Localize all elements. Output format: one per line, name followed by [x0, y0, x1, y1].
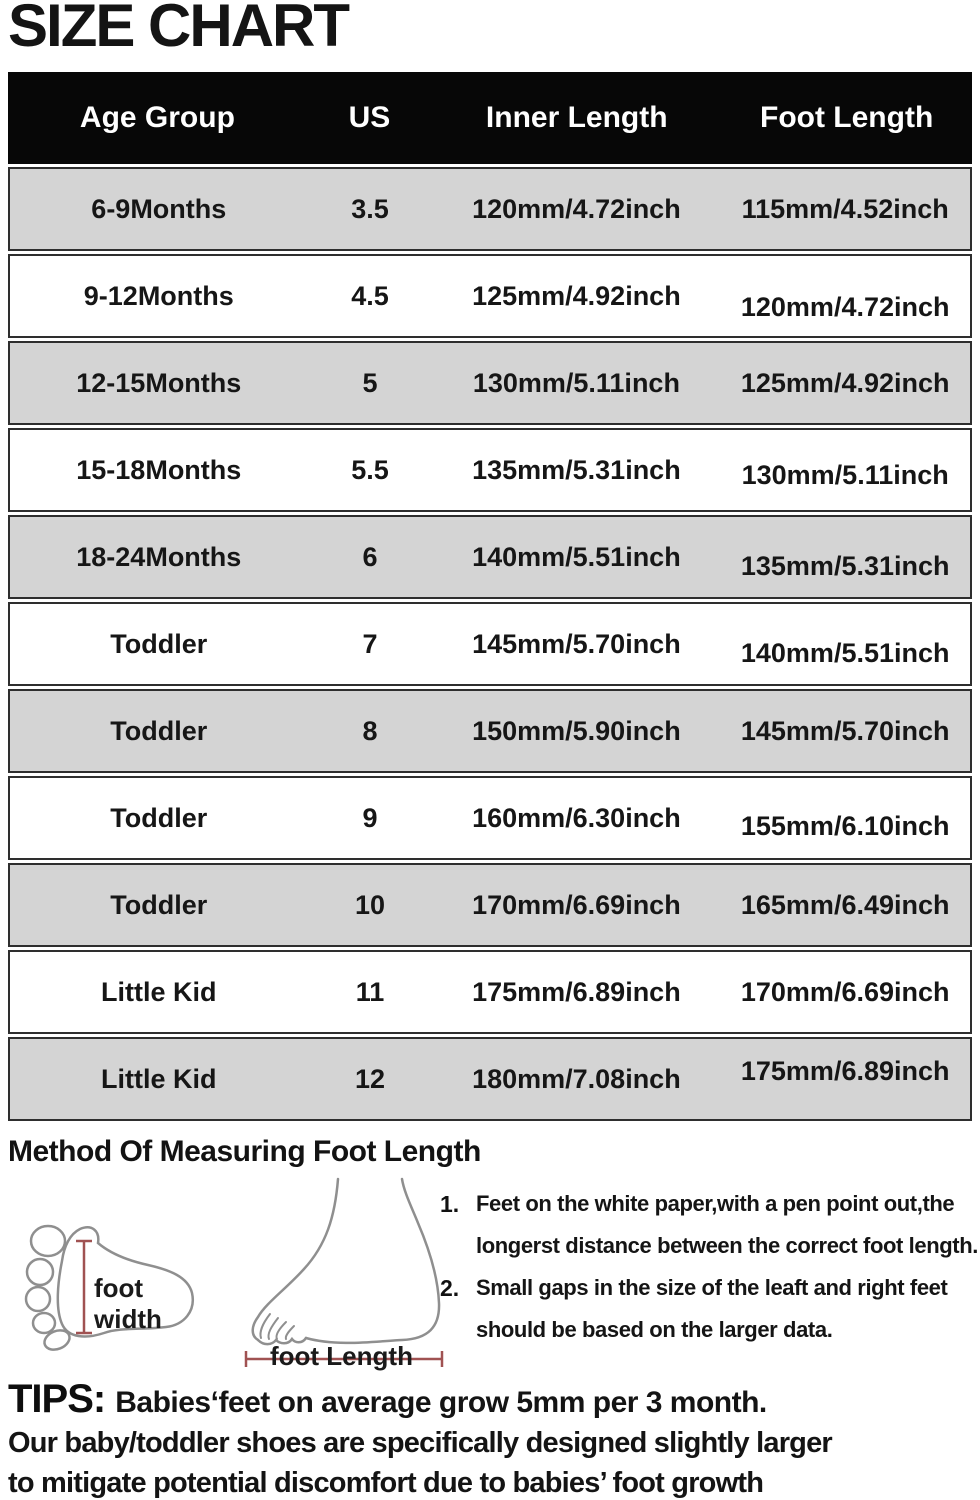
instruction-item-1: 1. Feet on the white paper,with a pen po… [440, 1183, 980, 1267]
age-group-cell: Toddler [110, 628, 208, 659]
us-size-cell: 9 [362, 802, 378, 833]
table-row: Toddler 9 160mm/6.30inch 155mm/6.10inch [8, 776, 972, 860]
us-size-cell: 10 [354, 889, 386, 920]
inner-length-cell: 170mm/6.69inch [472, 889, 681, 920]
table-row: 6-9Months 3.5 120mm/4.72inch 115mm/4.52i… [8, 167, 972, 251]
instruction-number: 2. [440, 1275, 460, 1301]
foot-length-cell: 135mm/5.31inch [740, 550, 950, 581]
page-title: SIZE CHART [8, 0, 350, 59]
age-group-cell: Toddler [110, 889, 208, 920]
toe-hatching [259, 1313, 295, 1340]
inner-length-cell: 140mm/5.51inch [472, 541, 681, 572]
foot-length-cell: 125mm/4.92inch [740, 367, 950, 398]
inner-length-cell: 135mm/5.31inch [472, 454, 681, 485]
table-row: Little Kid 12 180mm/7.08inch 175mm/6.89i… [8, 1037, 972, 1121]
tips-line-1: Babies‘feet on average grow 5mm per 3 mo… [115, 1386, 767, 1419]
method-heading: Method Of Measuring Foot Length [8, 1135, 481, 1168]
inner-length-cell: 125mm/4.92inch [472, 280, 681, 311]
age-group-cell: 6-9Months [91, 193, 227, 224]
foot-length-cell: 155mm/6.10inch [740, 810, 950, 841]
tips-line-3: to mitigate potential discomfort due to … [8, 1467, 764, 1499]
inner-length-cell: 175mm/6.89inch [472, 976, 681, 1007]
age-group-cell: 9-12Months [83, 280, 234, 311]
instruction-number: 1. [440, 1191, 460, 1217]
table-row: 18-24Months 6 140mm/5.51inch 135mm/5.31i… [8, 515, 972, 599]
instruction-text: Small gaps in the size of the leaft and … [476, 1275, 948, 1300]
size-table-header: Age Group US Inner Length Foot Length [8, 72, 972, 164]
us-size-cell: 11 [355, 976, 385, 1007]
inner-length-cell: 120mm/4.72inch [472, 193, 681, 224]
age-group-cell: Little Kid [101, 1063, 217, 1094]
age-group-cell: 15-18Months [76, 454, 242, 485]
table-row: 9-12Months 4.5 125mm/4.92inch 120mm/4.72… [8, 254, 972, 338]
measuring-section: foot width foot Length [8, 1175, 978, 1375]
footprint-icon [24, 1224, 195, 1351]
inner-length-cell: 145mm/5.70inch [472, 628, 681, 659]
inner-length-cell: 130mm/5.11inch [472, 367, 680, 398]
table-row: Little Kid 11 175mm/6.89inch 170mm/6.69i… [8, 950, 972, 1034]
inner-length-cell: 180mm/7.08inch [472, 1063, 681, 1094]
foot-length-label: foot Length [270, 1341, 413, 1371]
age-group-cell: Toddler [110, 802, 208, 833]
table-row: Toddler 10 170mm/6.69inch 165mm/6.49inch [8, 863, 972, 947]
foot-length-cell: 170mm/6.69inch [740, 976, 950, 1007]
age-group-cell: Toddler [110, 715, 208, 746]
instruction-text: longerst distance between the correct fo… [476, 1233, 978, 1258]
us-size-cell: 4.5 [351, 280, 389, 311]
foot-width-label: foot width [94, 1273, 162, 1334]
us-size-cell: 12 [354, 1063, 386, 1094]
instruction-text: Feet on the white paper,with a pen point… [476, 1191, 955, 1216]
table-row: Toddler 7 145mm/5.70inch 140mm/5.51inch [8, 602, 972, 686]
age-group-cell: Little Kid [101, 976, 217, 1007]
instruction-item-2: 2. Small gaps in the size of the leaft a… [440, 1267, 980, 1351]
foot-length-cell: 130mm/5.11inch [741, 459, 949, 490]
size-table-body: 6-9Months 3.5 120mm/4.72inch 115mm/4.52i… [8, 167, 972, 1121]
us-size-cell: 6 [362, 541, 378, 572]
column-header-foot-length: Foot Length [760, 101, 934, 134]
foot-width-measure-line [76, 1239, 92, 1335]
footprint-diagram: foot width [18, 1221, 210, 1355]
column-header-us: US [348, 101, 391, 134]
us-size-cell: 8 [362, 715, 378, 746]
tips-section: TIPS: Babies‘feet on average grow 5mm pe… [8, 1379, 972, 1500]
foot-length-cell: 175mm/6.89inch [740, 1055, 950, 1086]
us-size-cell: 5 [362, 367, 378, 398]
size-table: Age Group US Inner Length Foot Length 6-… [8, 72, 972, 1121]
foot-length-cell: 145mm/5.70inch [740, 715, 950, 746]
table-row: 12-15Months 5 130mm/5.11inch 125mm/4.92i… [8, 341, 972, 425]
foot-length-cell: 120mm/4.72inch [740, 291, 950, 322]
foot-length-cell: 165mm/6.49inch [740, 889, 950, 920]
table-row: 15-18Months 5.5 135mm/5.31inch 130mm/5.1… [8, 428, 972, 512]
age-group-cell: 12-15Months [76, 367, 242, 398]
column-header-inner-length: Inner Length [485, 101, 668, 134]
measuring-instructions: 1. Feet on the white paper,with a pen po… [440, 1183, 980, 1351]
inner-length-cell: 160mm/6.30inch [472, 802, 681, 833]
side-foot-diagram: foot Length [238, 1177, 456, 1373]
us-size-cell: 7 [362, 628, 378, 659]
table-row: Toddler 8 150mm/5.90inch 145mm/5.70inch [8, 689, 972, 773]
age-group-cell: 18-24Months [76, 541, 242, 572]
foot-length-cell: 115mm/4.52inch [741, 193, 949, 224]
foot-length-cell: 140mm/5.51inch [740, 637, 950, 668]
column-header-age-group: Age Group [79, 101, 235, 134]
side-foot-icon [244, 1177, 444, 1367]
us-size-cell: 3.5 [351, 193, 389, 224]
foot-length-measure-line [244, 1351, 444, 1367]
tips-line-2: Our baby/toddler shoes are specifically … [8, 1427, 833, 1459]
tips-label: TIPS: [8, 1377, 106, 1421]
us-size-cell: 5.5 [351, 454, 389, 485]
instruction-text: should be based on the larger data. [476, 1317, 833, 1342]
inner-length-cell: 150mm/5.90inch [472, 715, 681, 746]
